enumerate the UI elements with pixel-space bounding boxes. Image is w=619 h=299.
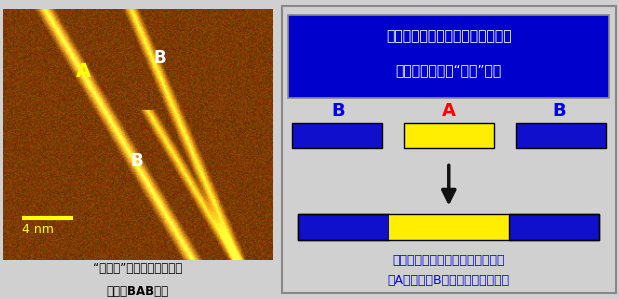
- Text: １分子レベルで“連結”する: １分子レベルで“連結”する: [396, 64, 502, 77]
- Text: 異なる種類のプラスチック電線を: 異なる種類のプラスチック電線を: [386, 29, 511, 43]
- Bar: [288, 15, 609, 98]
- Text: B: B: [130, 152, 143, 170]
- Text: A: A: [442, 102, 456, 120]
- Bar: [292, 123, 382, 148]
- Bar: [404, 123, 494, 148]
- Bar: [516, 123, 606, 148]
- Text: 4 nm: 4 nm: [22, 223, 54, 236]
- Bar: [389, 214, 509, 240]
- Text: B: B: [552, 102, 566, 120]
- Text: B: B: [154, 49, 167, 67]
- Bar: [509, 214, 599, 240]
- Text: A: A: [76, 62, 92, 81]
- Text: B: B: [332, 102, 345, 120]
- Text: “三連結”された分子電線の: “三連結”された分子電線の: [93, 262, 183, 275]
- Text: （Aが二つのBに閉じ込められた）: （Aが二つのBに閉じ込められた）: [387, 274, 510, 287]
- Text: 新しい性質を持つ電線が作られる: 新しい性質を持つ電線が作られる: [392, 254, 505, 266]
- Bar: [298, 214, 389, 240]
- Text: 写真（BAB型）: 写真（BAB型）: [106, 285, 169, 298]
- Bar: [298, 214, 599, 240]
